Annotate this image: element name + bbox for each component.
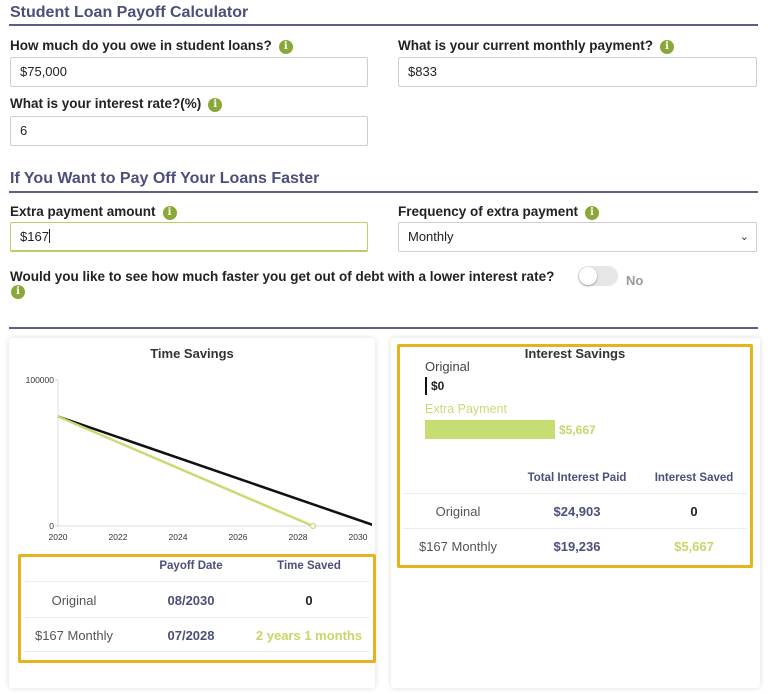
time-table-highlight xyxy=(18,554,376,663)
extra-row-label: $167 Monthly xyxy=(34,628,114,643)
faster-divider xyxy=(9,191,758,193)
row-divider xyxy=(24,617,370,618)
original-bar-label: Original xyxy=(425,359,470,374)
x-tick-label: 2026 xyxy=(229,532,248,542)
interest-savings-title: Interest Savings xyxy=(524,346,626,361)
info-icon[interactable]: i xyxy=(11,285,25,299)
page-title: Student Loan Payoff Calculator xyxy=(10,4,249,21)
info-icon[interactable]: i xyxy=(162,206,177,220)
frequency-label: Frequency of extra payment i xyxy=(398,204,600,220)
text-cursor xyxy=(48,229,50,243)
series-line-1 xyxy=(57,415,314,528)
y-tick-label: 100000 xyxy=(26,375,55,385)
chart-series xyxy=(57,415,372,530)
interest-extra-label: $167 Monthly xyxy=(418,539,498,554)
payment-input[interactable]: $833 xyxy=(398,57,757,87)
payment-label: What is your current monthly payment? i xyxy=(398,38,675,54)
row-divider xyxy=(24,581,370,582)
owe-label: How much do you owe in student loans? i xyxy=(10,38,293,54)
extra-time-saved: 2 years 1 months xyxy=(255,628,363,643)
payoff-date-header: Payoff Date xyxy=(159,560,223,572)
y-tick-label: 0 xyxy=(49,521,54,531)
toggle-knob xyxy=(579,267,597,285)
interest-saved-header: Interest Saved xyxy=(654,472,734,484)
original-row-label: Original xyxy=(51,593,97,608)
x-tick-label: 2024 xyxy=(169,532,188,542)
faster-section-title: If You Want to Pay Off Your Loans Faster xyxy=(10,170,320,187)
rate-input[interactable]: 6 xyxy=(10,116,368,146)
results-divider xyxy=(9,327,758,329)
extra-payment-bar xyxy=(425,420,555,439)
time-savings-card xyxy=(9,338,375,688)
row-divider xyxy=(24,651,370,652)
x-tick-label: 2030 xyxy=(349,532,368,542)
info-icon[interactable]: i xyxy=(585,206,600,220)
title-divider xyxy=(9,24,758,26)
time-savings-title: Time Savings xyxy=(150,346,234,361)
lower-rate-toggle-label: No xyxy=(626,273,644,288)
frequency-select[interactable]: Monthly ⌄ xyxy=(398,222,757,252)
extra-payment-input[interactable]: $167 xyxy=(10,222,368,252)
x-tick-label: 2022 xyxy=(109,532,128,542)
time-savings-chart: 0 100000 2020 2022 2024 2026 2028 2030 xyxy=(26,375,372,542)
original-bar xyxy=(425,377,427,395)
total-interest-header: Total Interest Paid xyxy=(527,472,627,484)
rate-label: What is your interest rate?(%) i xyxy=(10,96,223,112)
info-icon[interactable]: i xyxy=(278,40,293,54)
info-icon[interactable]: i xyxy=(208,98,223,112)
extra-interest-saved: $5,667 xyxy=(674,539,714,554)
x-tick-label: 2028 xyxy=(289,532,308,542)
original-payoff-date: 08/2030 xyxy=(167,593,215,608)
chevron-down-icon: ⌄ xyxy=(739,231,749,243)
x-ticks: 2020 2022 2024 2026 2028 2030 xyxy=(49,532,368,542)
extra-payment-label: Extra payment amount i xyxy=(10,204,177,220)
y-ticks: 0 100000 xyxy=(26,375,58,531)
series-end-point-1 xyxy=(309,522,317,530)
row-divider xyxy=(403,493,747,494)
original-time-saved: 0 xyxy=(305,593,313,608)
series-line-0 xyxy=(57,415,372,526)
extra-bar-value: $5,667 xyxy=(559,423,596,437)
row-divider xyxy=(403,528,747,529)
lower-rate-question: Would you like to see how much faster yo… xyxy=(10,269,555,284)
original-interest-paid: $24,903 xyxy=(553,504,601,519)
extra-interest-paid: $19,236 xyxy=(553,539,601,554)
extra-payoff-date: 07/2028 xyxy=(167,628,215,643)
lower-rate-toggle[interactable] xyxy=(578,266,618,286)
owe-input[interactable]: $75,000 xyxy=(10,57,368,87)
interest-highlight xyxy=(397,344,753,568)
time-saved-header: Time Saved xyxy=(277,560,341,572)
extra-bar-label: Extra Payment xyxy=(425,402,507,416)
info-icon[interactable]: i xyxy=(660,40,675,54)
x-tick-label: 2020 xyxy=(49,532,68,542)
original-interest-saved: 0 xyxy=(690,504,698,519)
interest-savings-card xyxy=(391,338,760,688)
original-bar-value: $0 xyxy=(431,379,445,393)
interest-original-label: Original xyxy=(435,504,481,519)
